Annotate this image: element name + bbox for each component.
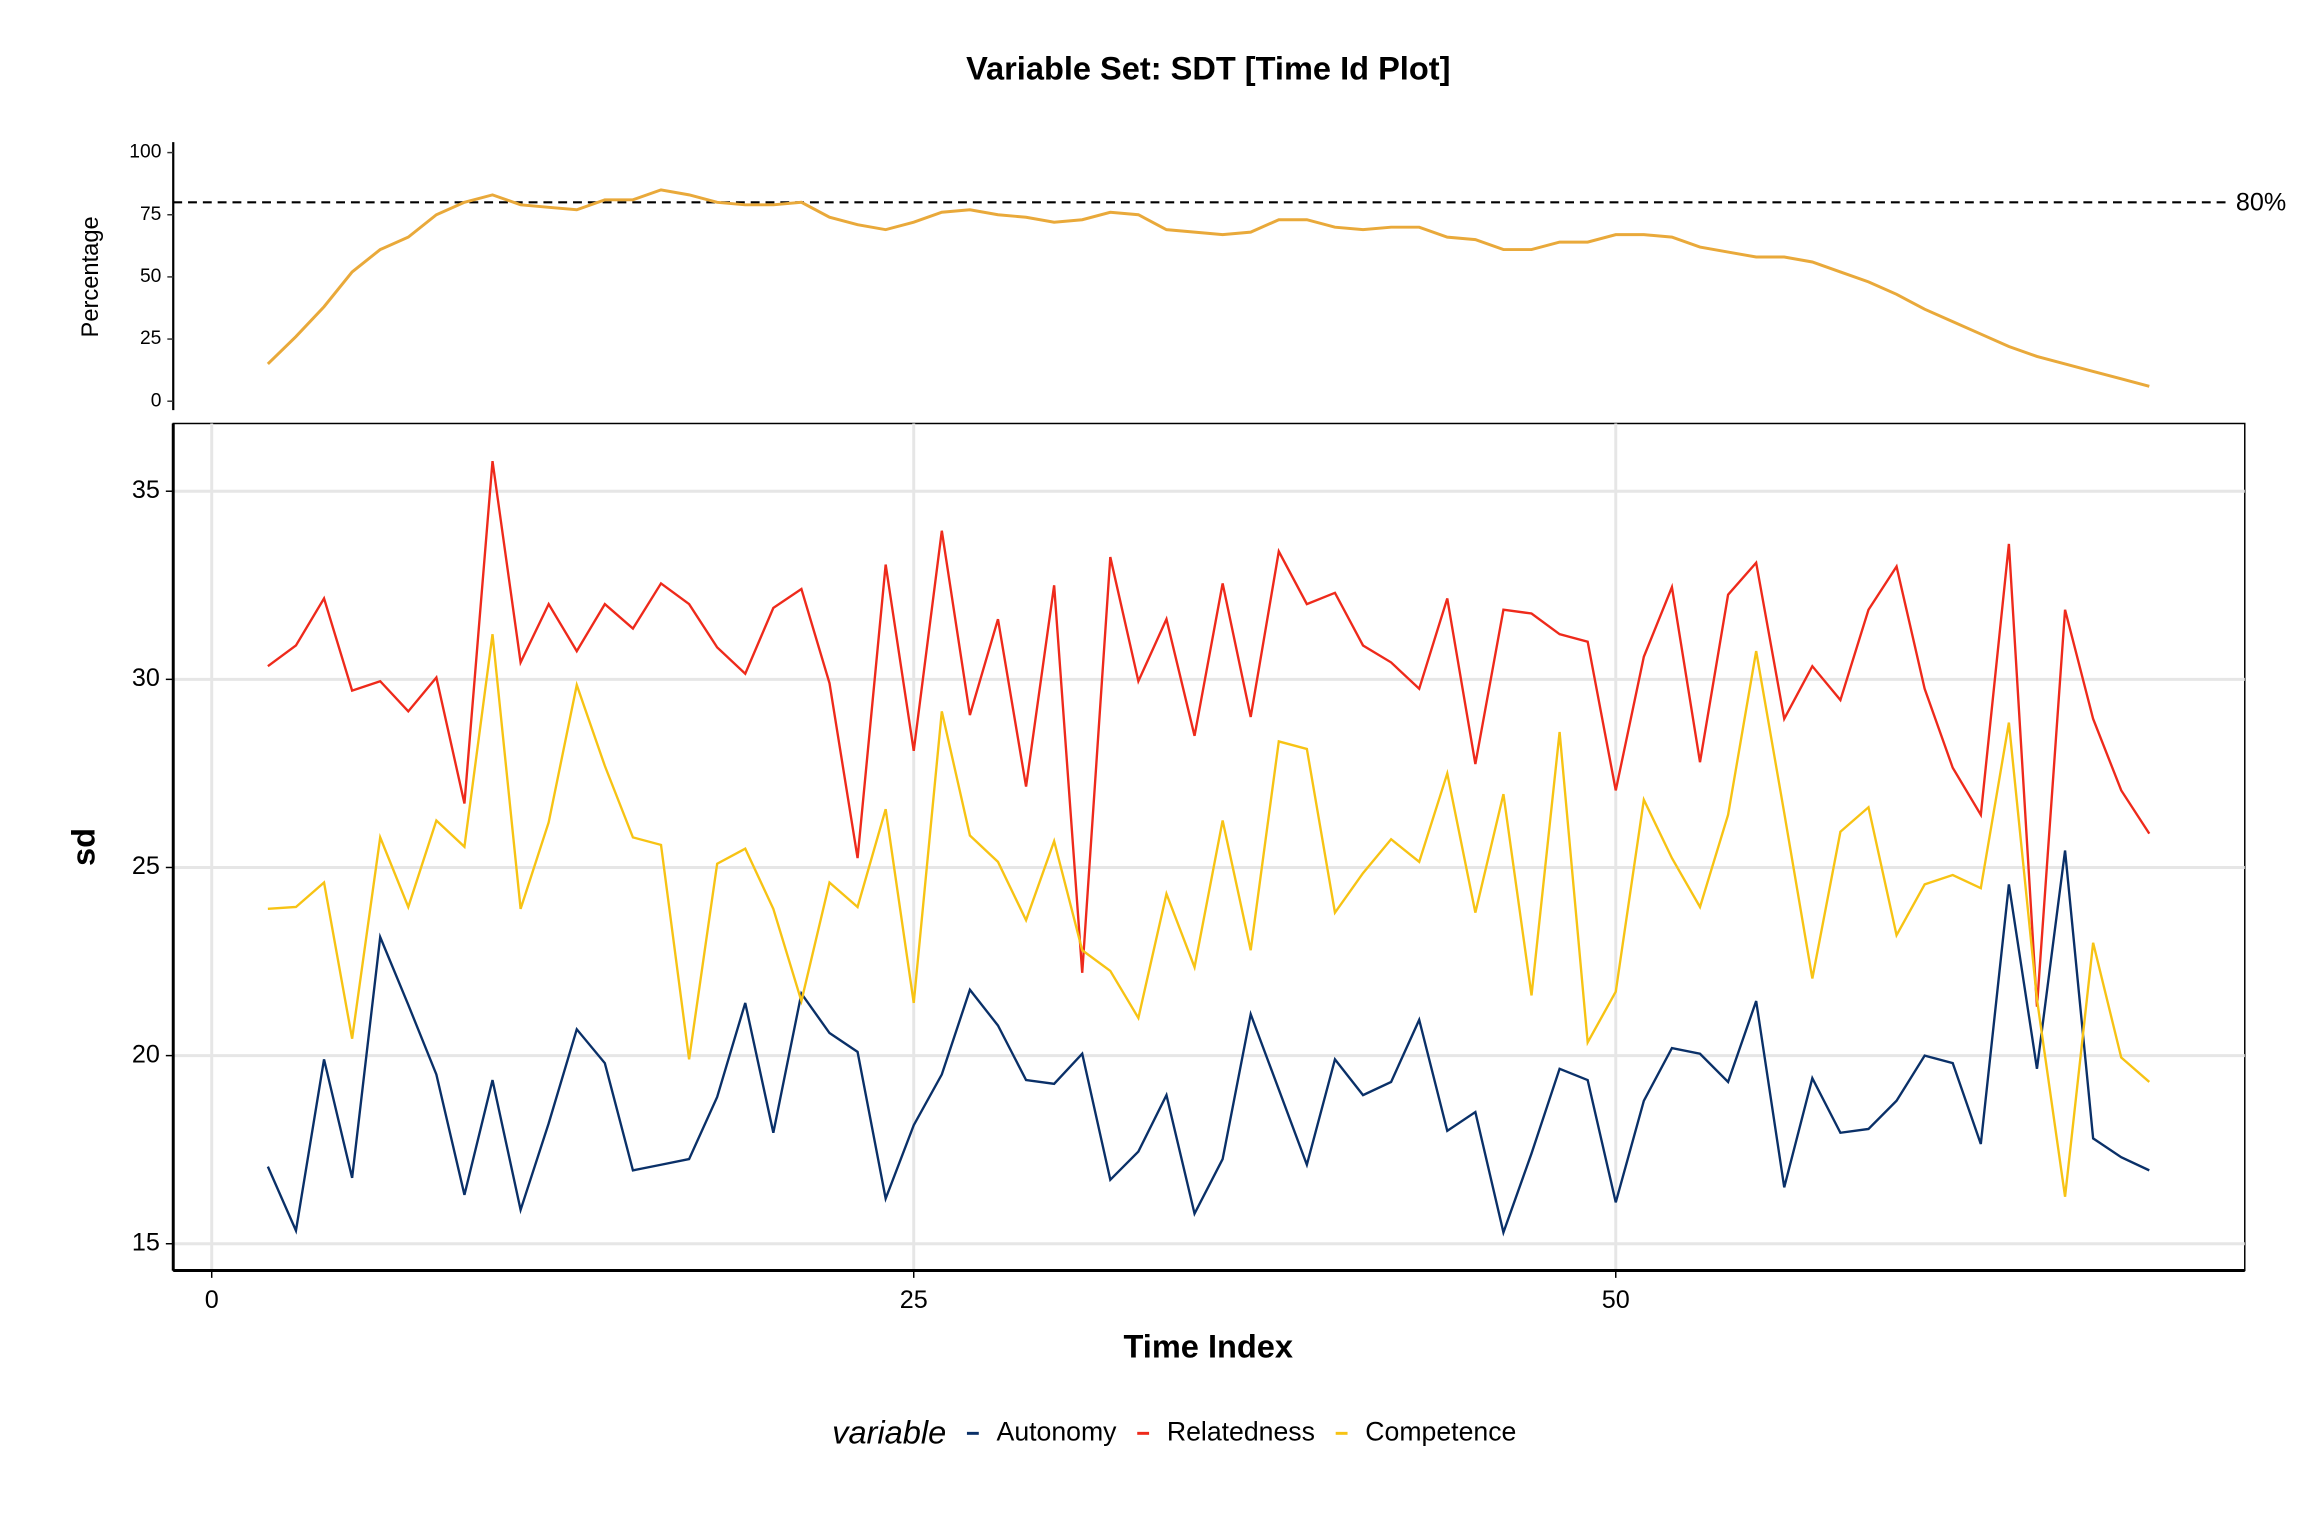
y-tick-label: 50 [140, 266, 161, 287]
y-tick-label: 25 [132, 852, 160, 880]
series-line [267, 634, 2151, 1197]
x-tick-label: 50 [1602, 1286, 1630, 1314]
threshold-label: 80% [2236, 188, 2286, 216]
chart-title: Variable Set: SDT [Time Id Plot] [966, 51, 1450, 87]
series-line [267, 460, 2151, 1007]
y-tick-label: 75 [140, 204, 161, 225]
y-axis-title: Percentage [78, 216, 104, 337]
y-tick-label: 25 [140, 328, 161, 349]
y-tick-label: 35 [132, 476, 160, 504]
x-tick-label: 0 [205, 1286, 219, 1314]
y-tick-label: 0 [151, 390, 162, 411]
legend-label: Relatedness [1167, 1416, 1315, 1446]
y-tick-label: 100 [129, 142, 161, 163]
legend-label: Competence [1365, 1416, 1516, 1446]
series-line [266, 850, 2150, 1237]
plot-background [172, 422, 2246, 1272]
x-tick-label: 25 [900, 1286, 928, 1314]
legend-title: variable [832, 1414, 946, 1450]
y-tick-label: 30 [132, 664, 160, 692]
y-axis-title: sd [65, 828, 101, 866]
y-tick-label: 20 [132, 1040, 160, 1068]
y-tick-label: 15 [132, 1228, 160, 1256]
percentage-line [266, 188, 2150, 388]
x-axis-title: Time Index [1124, 1329, 1294, 1365]
legend-label: Autonomy [997, 1416, 1118, 1446]
